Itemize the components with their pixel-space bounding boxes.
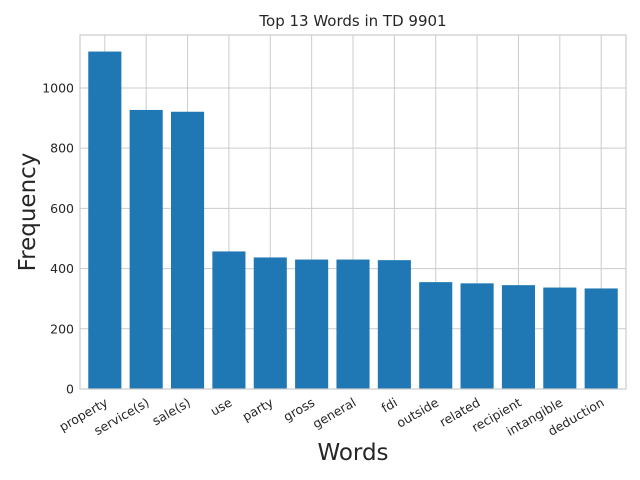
y-tick-label: 400 [50, 261, 74, 276]
y-tick-label: 800 [50, 141, 74, 156]
x-tick-label: outside [394, 394, 442, 430]
y-axis-label: Frequency [15, 153, 41, 272]
bar-intangible [543, 287, 577, 389]
y-tick-label: 0 [66, 382, 74, 397]
y-tick-label: 600 [50, 201, 74, 216]
bar-recipient [501, 285, 535, 389]
x-tick-label: general [310, 395, 359, 432]
bar-fdi [377, 260, 411, 389]
x-tick-label: fdi [379, 395, 400, 416]
bar-general [336, 259, 370, 389]
x-tick-label: party [240, 394, 277, 424]
x-tick-label: sale(s) [150, 395, 194, 429]
bar-sale-s [171, 111, 205, 390]
bar-gross [295, 259, 329, 389]
bars [88, 51, 618, 390]
y-tick-label: 200 [50, 321, 74, 336]
bar-related [460, 283, 494, 389]
y-tick-label: 1000 [42, 80, 74, 95]
bar-use [212, 251, 246, 389]
bar-deduction [584, 288, 618, 389]
chart-title: Top 13 Words in TD 9901 [258, 12, 446, 30]
y-tick-labels: 0 200 400 600 800 1000 [42, 80, 74, 396]
x-axis-label: Words [317, 440, 388, 466]
bar-service-s [129, 109, 163, 390]
bar-party [253, 257, 287, 389]
x-tick-label: use [208, 394, 235, 418]
bar-outside [419, 282, 453, 389]
plot-frame [79, 34, 627, 390]
bar-property [88, 51, 122, 389]
